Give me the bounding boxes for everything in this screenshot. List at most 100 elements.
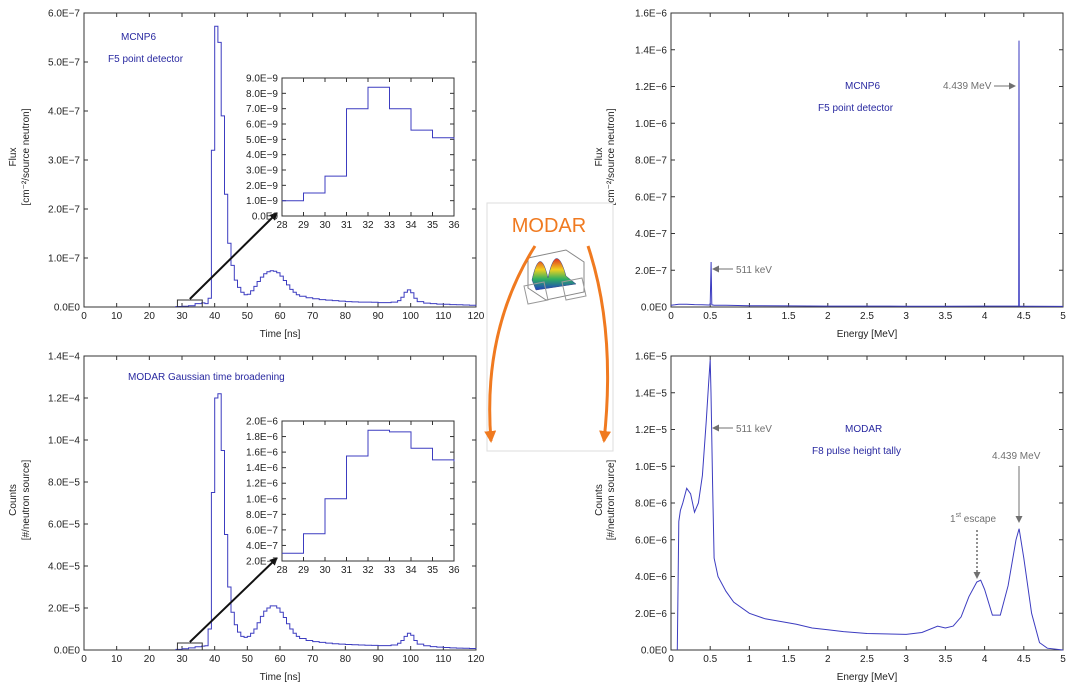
inset-y-tick-label: 3.0E−9 bbox=[246, 166, 278, 177]
x-tick-label: 5 bbox=[1060, 311, 1066, 322]
inset-x-tick-label: 31 bbox=[341, 220, 353, 231]
x-tick-label: 60 bbox=[274, 654, 286, 665]
x-tick-label: 50 bbox=[242, 654, 254, 665]
y-axis-label-line1: Counts bbox=[594, 484, 605, 516]
y-tick-label: 1.4E−4 bbox=[48, 352, 80, 363]
modar-center-panel: MODAR bbox=[484, 202, 614, 452]
y-tick-label: 1.2E−6 bbox=[635, 82, 667, 93]
inset-series-line bbox=[282, 86, 455, 202]
y-tick-label: 3.0E−7 bbox=[48, 156, 80, 167]
x-tick-label: 60 bbox=[274, 311, 286, 322]
x-tick-label: 2 bbox=[825, 311, 831, 322]
y-tick-label: 4.0E−7 bbox=[48, 107, 80, 118]
y-tick-label: 6.0E−5 bbox=[48, 520, 80, 531]
x-tick-label: 1 bbox=[747, 311, 753, 322]
x-tick-label: 0 bbox=[81, 311, 87, 322]
x-tick-label: 110 bbox=[435, 311, 451, 322]
peak-label-511-kev: 511 keV bbox=[736, 424, 772, 435]
x-tick-label: 10 bbox=[111, 654, 123, 665]
inset-y-tick-label: 2.0E−6 bbox=[246, 417, 278, 428]
x-tick-label: 4.5 bbox=[1017, 654, 1031, 665]
inset-y-tick-label: 8.0E−7 bbox=[246, 510, 278, 521]
inset-x-tick-label: 35 bbox=[427, 220, 439, 231]
x-tick-label: 110 bbox=[435, 654, 451, 665]
modar-title: MODAR bbox=[512, 215, 586, 237]
x-tick-label: 90 bbox=[372, 311, 384, 322]
y-tick-label: 4.0E−7 bbox=[635, 229, 667, 240]
y-axis-label-line2: [cm⁻²/source neutron] bbox=[21, 108, 32, 205]
y-tick-label: 2.0E−6 bbox=[635, 609, 667, 620]
x-tick-label: 50 bbox=[242, 311, 254, 322]
x-tick-label: 20 bbox=[144, 311, 156, 322]
x-tick-label: 30 bbox=[176, 311, 188, 322]
y-tick-label: 6.0E−7 bbox=[48, 9, 80, 20]
inset-y-tick-label: 9.0E−9 bbox=[246, 74, 278, 85]
x-tick-label: 2.5 bbox=[860, 654, 874, 665]
peak-label-511-kev: 511 keV bbox=[736, 265, 772, 276]
y-tick-label: 6.0E−7 bbox=[635, 192, 667, 203]
x-tick-label: 90 bbox=[372, 654, 384, 665]
x-tick-label: 5 bbox=[1060, 654, 1066, 665]
y-axis-label-line2: [cm⁻²/source neutron] bbox=[606, 108, 617, 205]
y-tick-label: 1.2E−5 bbox=[635, 425, 667, 436]
x-tick-label: 3 bbox=[903, 311, 909, 322]
inset-x-tick-label: 32 bbox=[362, 220, 374, 231]
x-tick-label: 2 bbox=[825, 654, 831, 665]
annotation-modar: MODAR bbox=[845, 424, 882, 435]
y-tick-label: 4.0E−5 bbox=[48, 562, 80, 573]
y-tick-label: 1.0E−4 bbox=[48, 436, 80, 447]
inset-y-tick-label: 1.8E−6 bbox=[246, 432, 278, 443]
y-tick-label: 8.0E−6 bbox=[635, 499, 667, 510]
x-tick-label: 0 bbox=[81, 654, 87, 665]
x-tick-label: 30 bbox=[176, 654, 188, 665]
zoom-region-box bbox=[176, 642, 203, 651]
y-tick-label: 1.4E−6 bbox=[635, 45, 667, 56]
inset-y-tick-label: 7.0E−9 bbox=[246, 104, 278, 115]
modar-arrow-right bbox=[586, 245, 612, 443]
inset-y-tick-label: 1.0E−9 bbox=[246, 196, 278, 207]
x-tick-label: 2.5 bbox=[860, 311, 874, 322]
y-tick-label: 0.0E0 bbox=[54, 646, 81, 657]
x-tick-label: 4 bbox=[982, 311, 988, 322]
x-tick-label: 3.5 bbox=[938, 311, 952, 322]
series-line bbox=[175, 393, 477, 650]
x-axis-label: Time [ns] bbox=[260, 329, 301, 340]
plot-area: 0 0.5 1 1.5 2 2.5 3 3.5 4 4.5 5 0.0E0 2.0E−7 4.0E−7 6.… bbox=[635, 9, 1066, 323]
x-tick-label: 0 bbox=[668, 654, 674, 665]
annotation-mcnp6: MCNP6 bbox=[845, 81, 880, 92]
x-tick-label: 40 bbox=[209, 311, 221, 322]
y-tick-label: 1.4E−5 bbox=[635, 388, 667, 399]
plot-frame bbox=[670, 355, 1064, 651]
x-tick-label: 1 bbox=[747, 654, 753, 665]
y-tick-label: 0.0E0 bbox=[54, 303, 81, 314]
x-tick-label: 80 bbox=[340, 311, 352, 322]
inset-x-tick-label: 33 bbox=[384, 220, 396, 231]
y-tick-label: 2.0E−5 bbox=[48, 604, 80, 615]
inset-x-tick-label: 32 bbox=[362, 565, 374, 576]
inset-x-tick-label: 30 bbox=[319, 565, 331, 576]
chart-energy-flux-mcnp6: 0 0.5 1 1.5 2 2.5 3 3.5 4 4.5 5 0.0E0 2.0E−7 4.0E−7 6.… bbox=[594, 9, 1066, 341]
plot-area: 0 10 20 30 40 50 60 70 80 90 100 110 120 0.0E0 1.0E−7 2… bbox=[48, 9, 485, 323]
x-axis-label: Energy [MeV] bbox=[837, 329, 898, 340]
inset-y-tick-label: 1.2E−6 bbox=[246, 479, 278, 490]
y-tick-label: 8.0E−5 bbox=[48, 478, 80, 489]
y-tick-label: 1.0E−5 bbox=[635, 462, 667, 473]
x-tick-label: 80 bbox=[340, 654, 352, 665]
chart-energy-counts-modar: 0 0.5 1 1.5 2 2.5 3 3.5 4 4.5 5 0.0E0 2.0E−6 4.0E−6 6.… bbox=[594, 352, 1066, 684]
x-tick-label: 120 bbox=[468, 654, 485, 665]
x-axis-label: Time [ns] bbox=[260, 672, 301, 683]
x-tick-label: 3.5 bbox=[938, 654, 952, 665]
inset-x-tick-label: 35 bbox=[427, 565, 439, 576]
plot-area: 0 10 20 30 40 50 60 70 80 90 100 110 120 0.0E0 2.0E−5 4… bbox=[48, 352, 485, 666]
inset-x-tick-label: 34 bbox=[405, 220, 417, 231]
x-axis-label: Energy [MeV] bbox=[837, 672, 898, 683]
x-tick-label: 100 bbox=[402, 311, 419, 322]
x-tick-label: 0.5 bbox=[703, 654, 717, 665]
inset-y-tick-label: 6.0E−7 bbox=[246, 525, 278, 536]
inset-x-tick-label: 36 bbox=[448, 565, 460, 576]
first-escape-label: 1st escape bbox=[950, 512, 996, 525]
first-escape-sup: st bbox=[956, 512, 962, 519]
plot-frame bbox=[670, 12, 1064, 308]
inset-y-tick-label: 2.0E−9 bbox=[246, 181, 278, 192]
inset-chart: 28 29 30 31 32 33 34 35 36 2.0E−7 4.0E−7 6.0E−7 8.0E… bbox=[246, 417, 460, 577]
